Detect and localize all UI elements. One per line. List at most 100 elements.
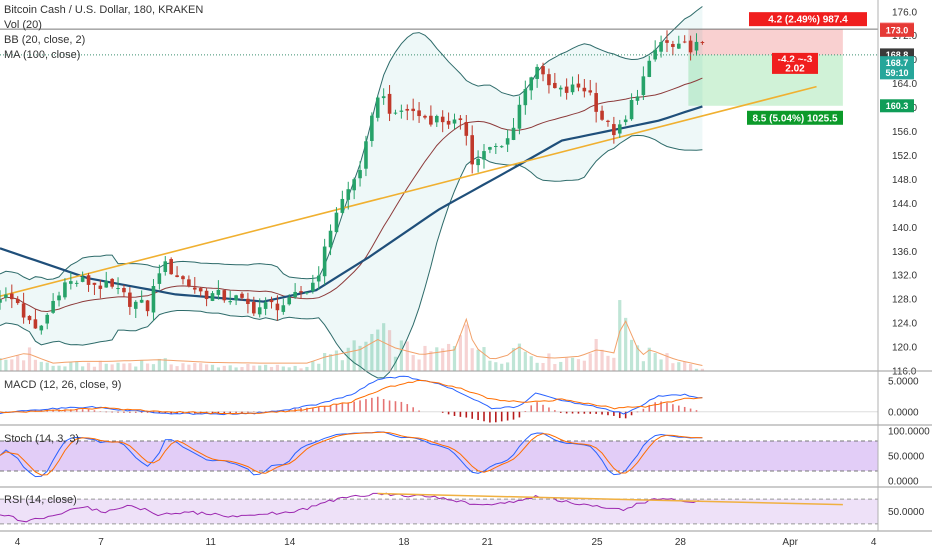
volume-bar: [175, 366, 179, 371]
volume-bar: [370, 334, 374, 371]
volume-bar: [482, 347, 486, 371]
candle-body: [659, 42, 663, 52]
volume-bar: [181, 363, 185, 371]
candle-body: [352, 179, 356, 191]
x-tick-label: 21: [482, 537, 494, 548]
volume-bar: [340, 360, 344, 371]
volume-bar: [39, 361, 43, 371]
candle-body: [635, 96, 640, 101]
volume-bar: [559, 361, 563, 371]
candle-body: [98, 285, 103, 289]
candle-body: [440, 116, 445, 123]
y-tick-label: 176.0: [892, 7, 917, 18]
stop-label: 4.2 (2.49%) 987.4: [768, 15, 848, 26]
macd-pane: 5.0000 0.0000: [0, 375, 919, 423]
candle-body: [393, 112, 398, 114]
candle-body: [334, 212, 339, 233]
candle-body: [263, 302, 268, 309]
volume-bar: [246, 364, 250, 371]
y-tick-label: 120.0: [892, 343, 917, 354]
rsi-band: [0, 499, 878, 524]
main-legend: Bitcoin Cash / U.S. Dollar, 180, KRAKEN …: [4, 3, 203, 63]
volume-bar: [446, 343, 451, 371]
price-tag-bg: [880, 56, 914, 70]
volume-bar: [500, 363, 504, 371]
volume-bar: [69, 362, 73, 371]
candle-body: [570, 84, 575, 93]
volume-bar: [565, 357, 569, 371]
candle-body: [476, 158, 480, 166]
volume-bar: [417, 359, 421, 371]
candle-body: [293, 291, 297, 298]
volume-bar: [441, 348, 445, 371]
candle-body: [299, 291, 303, 293]
volume-bar: [293, 365, 297, 371]
volume-bar: [629, 339, 634, 371]
x-tick-label: 18: [398, 537, 410, 548]
candle-body: [39, 325, 44, 331]
candle-body: [216, 289, 221, 295]
volume-bar: [92, 366, 97, 371]
target-label-bg: [747, 110, 843, 125]
volume-bar: [204, 364, 209, 371]
volume-bar: [653, 353, 657, 371]
candle-body: [452, 119, 457, 124]
volume-bar: [476, 349, 480, 371]
candle-body: [4, 294, 8, 298]
x-tick-label: 14: [284, 537, 296, 548]
candle-body: [358, 170, 362, 179]
candle-body: [80, 277, 85, 282]
volume-bar: [75, 361, 79, 371]
candle-body: [682, 41, 687, 43]
volume-bar: [553, 364, 557, 371]
volume-bar: [464, 324, 468, 371]
volume-bar: [647, 347, 651, 371]
volume-bar: [33, 359, 38, 371]
candle-body: [33, 319, 38, 329]
ratio-label-bg: [772, 61, 818, 74]
volume-bar: [199, 363, 203, 371]
volume-bar: [252, 365, 256, 371]
candle-body: [133, 301, 138, 309]
candle-body: [346, 189, 351, 200]
candle-body: [151, 285, 156, 313]
y-tick-label: 144.0: [892, 199, 917, 210]
volume-bar: [63, 366, 67, 371]
candle-body: [122, 287, 126, 293]
volume-bar: [4, 359, 8, 371]
volume-bar: [517, 343, 522, 371]
candle-body: [671, 44, 675, 47]
candle-body: [10, 293, 14, 300]
volume-bar: [411, 355, 415, 371]
volume-bar: [328, 354, 333, 371]
volume-bar: [529, 356, 533, 371]
candle-body: [511, 127, 516, 140]
volume-bar: [305, 366, 309, 371]
macd-series-1: [0, 379, 703, 415]
candle-body: [606, 120, 610, 122]
candle-body: [240, 293, 244, 298]
candle-body: [623, 119, 628, 123]
volume-bar: [57, 365, 61, 371]
candle-body: [381, 96, 386, 99]
candle-body: [576, 83, 581, 88]
candle-body: [688, 40, 693, 53]
ratio-label: 2.02: [785, 63, 805, 74]
stop-zone: [688, 29, 843, 55]
candle-body: [612, 124, 616, 136]
volume-bar: [281, 366, 285, 371]
candle-body: [370, 115, 374, 142]
target-zone: [688, 54, 843, 106]
stoch-pane: 100.0000 50.0000 0.0000: [0, 427, 930, 488]
volume-bar: [523, 351, 527, 371]
candle-body: [488, 147, 492, 150]
x-tick-label: 7: [98, 537, 104, 548]
volume-bar: [193, 363, 197, 371]
candle-body: [228, 301, 232, 303]
trend-line: [0, 85, 817, 297]
candle-body: [181, 276, 185, 280]
candle-body: [192, 287, 197, 290]
volume-bar: [128, 363, 132, 371]
candle-body: [594, 93, 598, 112]
